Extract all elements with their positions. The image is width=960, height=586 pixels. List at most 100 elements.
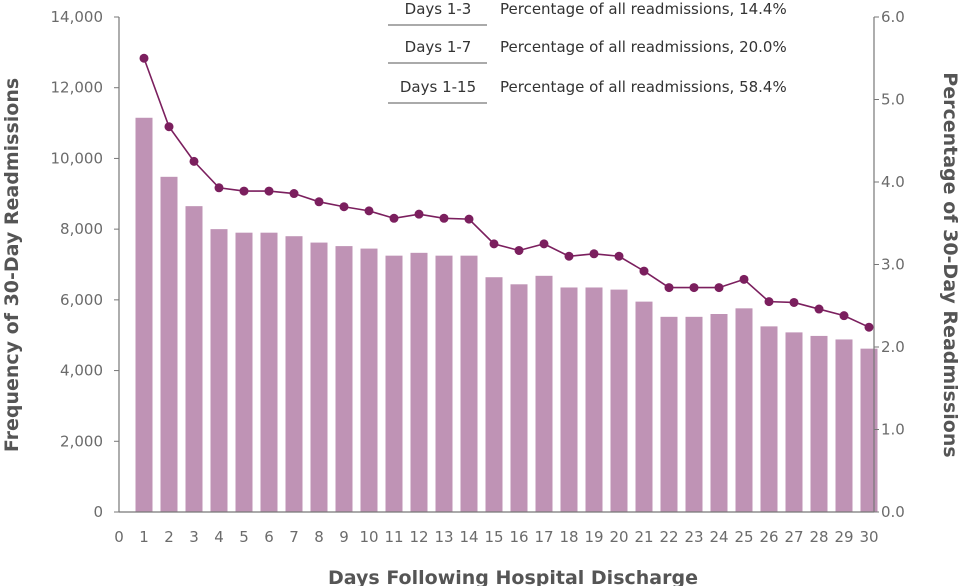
left-tick-label: 10,000 xyxy=(51,149,104,167)
x-tick-label: 18 xyxy=(559,528,578,546)
left-tick-label: 0 xyxy=(93,503,103,521)
bar-day-29 xyxy=(835,339,853,512)
line-point-day-10 xyxy=(364,206,374,216)
left-tick-label: 14,000 xyxy=(51,8,104,26)
line-point-day-29 xyxy=(839,311,849,321)
line-point-day-15 xyxy=(489,239,499,249)
bar-day-15 xyxy=(485,277,503,512)
x-tick-label: 6 xyxy=(264,528,274,546)
bar-day-18 xyxy=(560,287,578,512)
bar-day-4 xyxy=(210,229,228,512)
bar-day-19 xyxy=(585,287,603,512)
x-tick-label: 23 xyxy=(684,528,703,546)
x-tick-label: 26 xyxy=(759,528,778,546)
x-tick-label: 10 xyxy=(359,528,378,546)
left-tick-label: 12,000 xyxy=(51,79,104,97)
x-tick-label: 5 xyxy=(239,528,249,546)
bar-day-3 xyxy=(185,206,203,513)
line-point-day-8 xyxy=(314,197,324,207)
right-axis-title: Percentage of 30-Day Readmissions xyxy=(939,72,960,457)
line-point-day-3 xyxy=(189,156,199,166)
bar-day-26 xyxy=(760,326,778,512)
left-tick-label: 6,000 xyxy=(60,291,103,309)
bar-day-7 xyxy=(285,236,303,512)
left-axis-title: Frequency of 30-Day Readmissions xyxy=(1,78,23,452)
line-point-day-19 xyxy=(589,249,599,259)
bar-day-14 xyxy=(460,255,478,513)
line-point-day-26 xyxy=(764,297,774,307)
bar-day-5 xyxy=(235,232,253,512)
line-point-day-9 xyxy=(339,202,349,212)
x-tick-label: 19 xyxy=(584,528,603,546)
line-point-day-5 xyxy=(239,186,249,196)
x-tick-label: 15 xyxy=(484,528,503,546)
line-point-day-25 xyxy=(739,274,749,284)
bar-day-12 xyxy=(410,252,428,512)
x-tick-label: 1 xyxy=(139,528,149,546)
bar-day-16 xyxy=(510,284,528,512)
x-tick-label: 13 xyxy=(434,528,453,546)
x-tick-label: 22 xyxy=(659,528,678,546)
annotation-group: Days 1-3 Percentage of all readmissions, … xyxy=(388,0,787,104)
line-point-day-14 xyxy=(464,214,474,224)
line-point-day-27 xyxy=(789,297,799,307)
left-tick-label: 8,000 xyxy=(60,220,103,238)
bar-day-21 xyxy=(635,301,653,512)
x-tick-label: 9 xyxy=(339,528,349,546)
bar-day-22 xyxy=(660,316,678,512)
x-tick-label: 14 xyxy=(459,528,478,546)
annotation-text: Percentage of all readmissions, 58.4% xyxy=(500,78,787,96)
bar-day-28 xyxy=(810,335,828,512)
x-tick-label: 16 xyxy=(509,528,528,546)
left-tick-label: 2,000 xyxy=(60,432,103,450)
bar-day-20 xyxy=(610,289,628,512)
bar-day-10 xyxy=(360,248,378,512)
line-point-day-1 xyxy=(139,53,149,63)
x-tick-label: 27 xyxy=(784,528,803,546)
bar-day-6 xyxy=(260,232,278,512)
x-tick-label: 8 xyxy=(314,528,324,546)
line-point-day-6 xyxy=(264,186,274,196)
line-point-day-11 xyxy=(389,213,399,223)
x-axis-title: Days Following Hospital Discharge xyxy=(328,567,698,586)
percentage-line xyxy=(143,57,870,328)
bar-day-25 xyxy=(735,308,753,512)
left-tick-label: 4,000 xyxy=(60,362,103,380)
annotation-label: Days 1-3 xyxy=(405,0,472,18)
bar-day-17 xyxy=(535,275,553,512)
right-tick-label: 3.0 xyxy=(881,256,905,274)
line-point-day-20 xyxy=(614,251,624,261)
x-tick-label: 29 xyxy=(834,528,853,546)
x-tick-label: 0 xyxy=(114,528,124,546)
line-point-day-24 xyxy=(714,283,724,293)
x-tick-label: 4 xyxy=(214,528,224,546)
annotation-label: Days 1-7 xyxy=(405,38,472,56)
line-point-day-28 xyxy=(814,304,824,314)
x-tick-label: 7 xyxy=(289,528,299,546)
bar-day-11 xyxy=(385,255,403,513)
x-tick-label: 2 xyxy=(164,528,174,546)
line-point-day-4 xyxy=(214,183,224,193)
line-point-day-2 xyxy=(164,122,174,132)
bar-day-1 xyxy=(135,117,153,513)
line-point-day-21 xyxy=(639,266,649,276)
bar-day-2 xyxy=(160,176,178,513)
right-tick-label: 6.0 xyxy=(881,8,905,26)
line-point-day-23 xyxy=(689,283,699,293)
right-tick-label: 2.0 xyxy=(881,338,905,356)
line-point-day-16 xyxy=(514,245,524,255)
line-point-day-22 xyxy=(664,283,674,293)
right-tick-label: 4.0 xyxy=(881,173,905,191)
bar-day-24 xyxy=(710,314,728,512)
bar-day-30 xyxy=(860,348,878,512)
line-point-day-13 xyxy=(439,213,449,223)
bar-day-9 xyxy=(335,246,353,512)
annotation-label: Days 1-15 xyxy=(400,78,476,96)
right-tick-label: 1.0 xyxy=(881,421,905,439)
x-tick-label: 28 xyxy=(809,528,828,546)
x-tick-label: 3 xyxy=(189,528,199,546)
tick-labels: 0 1 2 3 4 5 6 7 8 9 10 11 12 13 14 15 16 17 18 19 20 21 22 23 24… xyxy=(51,8,905,546)
line-point-day-7 xyxy=(289,189,299,199)
x-tick-label: 24 xyxy=(709,528,728,546)
